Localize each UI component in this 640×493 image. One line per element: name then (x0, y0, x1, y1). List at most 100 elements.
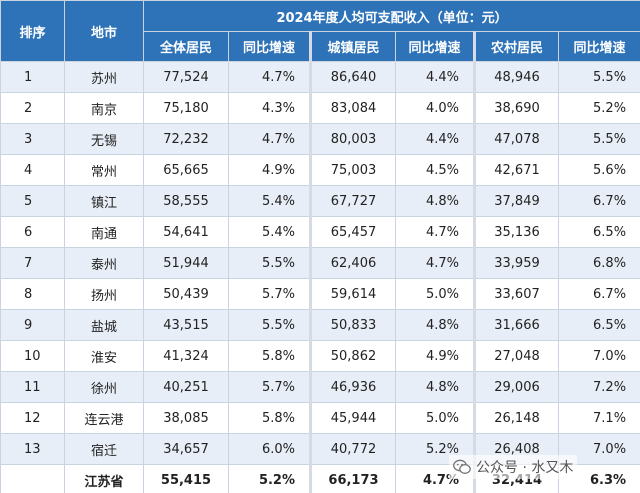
urban-income-cell: 40,772 (310, 433, 396, 465)
urban-income-cell: 50,833 (310, 309, 396, 341)
all-yoy-cell: 4.3% (228, 92, 312, 124)
rank-cell: 6 (0, 216, 65, 248)
table-row: 4 常州 65,665 4.9% 75,003 4.5% 42,671 5.6% (0, 154, 640, 186)
header-all-yoy: 同比增速 (228, 31, 312, 62)
all-income-cell: 58,555 (143, 185, 229, 217)
rank-cell: 9 (0, 309, 65, 341)
table-row: 9 盐城 43,515 5.5% 50,833 4.8% 31,666 6.5% (0, 309, 640, 341)
rural-income-cell: 35,136 (474, 216, 559, 248)
urban-yoy-cell: 4.5% (395, 154, 476, 186)
rank-cell: 4 (0, 154, 65, 186)
urban-income-cell: 46,936 (310, 371, 396, 403)
total-rank-cell (0, 464, 65, 493)
urban-yoy-cell: 4.8% (395, 185, 476, 217)
urban-yoy-cell: 4.7% (395, 247, 476, 279)
city-cell: 徐州 (64, 371, 144, 403)
table-row: 6 南通 54,641 5.4% 65,457 4.7% 35,136 6.5% (0, 216, 640, 248)
city-cell: 宿迁 (64, 433, 144, 465)
urban-income-cell: 83,084 (310, 92, 396, 124)
urban-income-cell: 62,406 (310, 247, 396, 279)
all-income-cell: 75,180 (143, 92, 229, 124)
all-yoy-cell: 5.5% (228, 309, 312, 341)
table-body: 1 苏州 77,524 4.7% 86,640 4.4% 48,946 5.5%… (0, 61, 640, 493)
all-income-cell: 72,232 (143, 123, 229, 155)
city-cell: 无锡 (64, 123, 144, 155)
all-yoy-cell: 6.0% (228, 433, 312, 465)
urban-yoy-cell: 5.0% (395, 278, 476, 310)
rank-cell: 8 (0, 278, 65, 310)
rural-yoy-cell: 7.1% (557, 402, 640, 434)
city-cell: 常州 (64, 154, 144, 186)
all-yoy-cell: 5.4% (228, 185, 312, 217)
rural-income-cell: 33,607 (474, 278, 559, 310)
rural-income-cell: 27,048 (474, 340, 559, 372)
urban-yoy-cell: 4.7% (395, 216, 476, 248)
all-yoy-cell: 5.7% (228, 371, 312, 403)
city-cell: 南京 (64, 92, 144, 124)
urban-yoy-cell: 4.0% (395, 92, 476, 124)
header-rural-residents: 农村居民 (474, 31, 559, 62)
all-yoy-cell: 5.8% (228, 340, 312, 372)
rural-yoy-cell: 6.5% (557, 216, 640, 248)
all-income-cell: 54,641 (143, 216, 229, 248)
city-cell: 苏州 (64, 61, 144, 93)
table-row: 10 淮安 41,324 5.8% 50,862 4.9% 27,048 7.0… (0, 340, 640, 372)
table-row: 11 徐州 40,251 5.7% 46,936 4.8% 29,006 7.2… (0, 371, 640, 403)
all-income-cell: 34,657 (143, 433, 229, 465)
rank-cell: 5 (0, 185, 65, 217)
urban-income-cell: 80,003 (310, 123, 396, 155)
city-cell: 镇江 (64, 185, 144, 217)
all-yoy-cell: 5.4% (228, 216, 312, 248)
all-income-cell: 51,944 (143, 247, 229, 279)
rank-cell: 1 (0, 61, 65, 93)
table-row: 3 无锡 72,232 4.7% 80,003 4.4% 47,078 5.5% (0, 123, 640, 155)
city-cell: 连云港 (64, 402, 144, 434)
urban-income-cell: 59,614 (310, 278, 396, 310)
header-city: 地市 (64, 0, 144, 62)
urban-income-cell: 45,944 (310, 402, 396, 434)
header-rural-yoy: 同比增速 (557, 31, 640, 62)
rural-yoy-cell: 6.5% (557, 309, 640, 341)
rural-yoy-cell: 6.7% (557, 278, 640, 310)
urban-yoy-cell: 4.9% (395, 340, 476, 372)
header-urban-yoy: 同比增速 (395, 31, 476, 62)
urban-income-cell: 75,003 (310, 154, 396, 186)
rural-yoy-cell: 5.5% (557, 123, 640, 155)
city-cell: 南通 (64, 216, 144, 248)
all-income-cell: 65,665 (143, 154, 229, 186)
rural-income-cell: 37,849 (474, 185, 559, 217)
table-title: 2024年度人均可支配收入（单位：元） (142, 0, 640, 32)
urban-yoy-cell: 4.8% (395, 371, 476, 403)
rural-yoy-cell: 6.8% (557, 247, 640, 279)
rural-income-cell: 42,671 (474, 154, 559, 186)
rural-income-cell: 48,946 (474, 61, 559, 93)
city-cell: 泰州 (64, 247, 144, 279)
rural-yoy-cell: 7.0% (557, 340, 640, 372)
rural-income-cell: 31,666 (474, 309, 559, 341)
rural-yoy-cell: 5.2% (557, 92, 640, 124)
rural-income-cell: 29,006 (474, 371, 559, 403)
urban-yoy-cell: 4.4% (395, 123, 476, 155)
rural-yoy-cell: 7.2% (557, 371, 640, 403)
table-row: 8 扬州 50,439 5.7% 59,614 5.0% 33,607 6.7% (0, 278, 640, 310)
header-rank: 排序 (0, 0, 65, 62)
all-yoy-cell: 5.8% (228, 402, 312, 434)
rank-cell: 2 (0, 92, 65, 124)
all-income-cell: 41,324 (143, 340, 229, 372)
rural-yoy-cell: 5.6% (557, 154, 640, 186)
table-header: 排序 地市 2024年度人均可支配收入（单位：元） 全体居民 同比增速 城镇居民… (0, 0, 640, 62)
table-row: 7 泰州 51,944 5.5% 62,406 4.7% 33,959 6.8% (0, 247, 640, 279)
urban-income-cell: 86,640 (310, 61, 396, 93)
rural-yoy-cell: 6.7% (557, 185, 640, 217)
table-row: 1 苏州 77,524 4.7% 86,640 4.4% 48,946 5.5% (0, 61, 640, 93)
urban-income-cell: 67,727 (310, 185, 396, 217)
total-all-yoy-cell: 5.2% (228, 464, 312, 493)
urban-income-cell: 65,457 (310, 216, 396, 248)
all-income-cell: 38,085 (143, 402, 229, 434)
rural-yoy-cell: 5.5% (557, 61, 640, 93)
watermark: 公众号 · 水又木 (449, 455, 578, 479)
city-cell: 扬州 (64, 278, 144, 310)
all-yoy-cell: 4.9% (228, 154, 312, 186)
total-region-cell: 江苏省 (64, 464, 144, 493)
